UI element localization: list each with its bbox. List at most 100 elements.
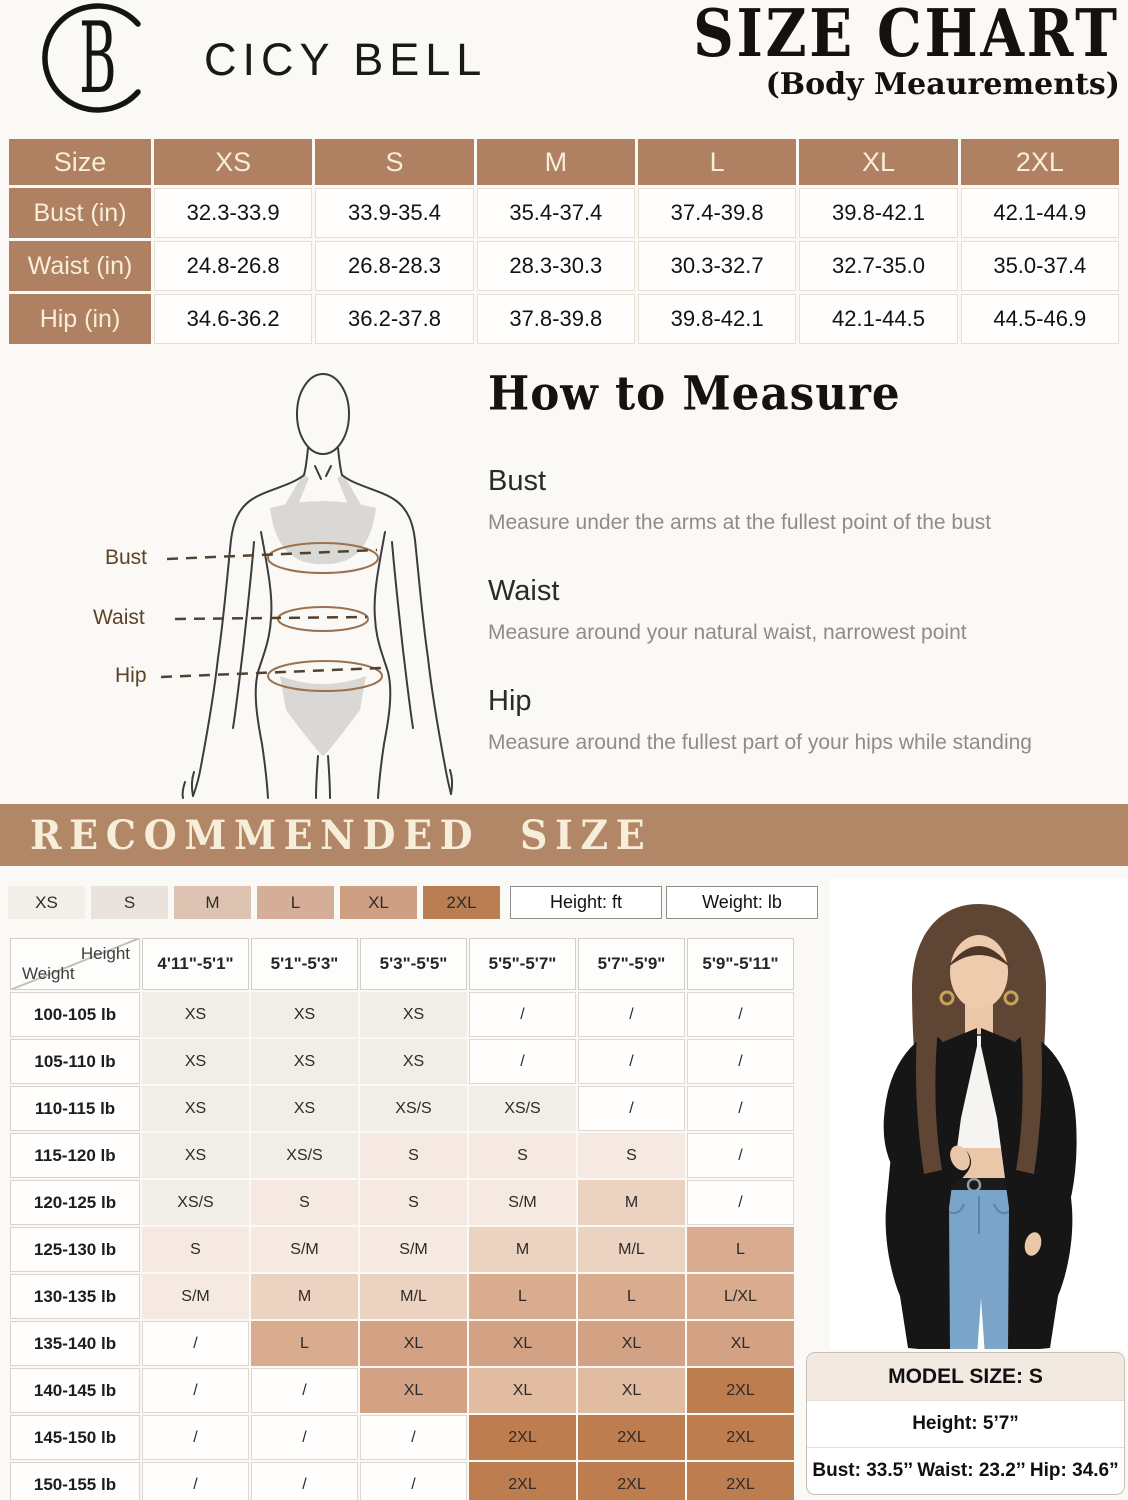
measure-instruction-text: Measure under the arms at the fullest po… (488, 511, 992, 534)
recommendation-cell: S (360, 1133, 467, 1178)
recommendation-cell: / (469, 992, 576, 1037)
recommendation-cell: S (360, 1180, 467, 1225)
measure-instruction-heading: Hip (488, 685, 532, 717)
recommendation-cell: M (251, 1274, 358, 1319)
recommendation-cell: / (687, 992, 794, 1037)
figure-label-bust: Bust (105, 546, 148, 569)
height-column-header: 5'1"-5'3" (251, 938, 358, 990)
measurement-row-label: Waist (in) (9, 241, 151, 291)
recommendation-cell: S (251, 1180, 358, 1225)
recommendation-cell: L (251, 1321, 358, 1366)
measurement-row: Bust (in) 32.3-33.9 33.9-35.4 35.4-37.4 37.4… (9, 188, 1119, 238)
blazer-right-sleeve (1013, 1035, 1077, 1255)
measure-instruction: Hip Measure around the fullest part of yo… (488, 685, 1124, 755)
recommendation-row: 120-125 lb XS/S S S S/M M / (10, 1180, 794, 1225)
weight-row-label: 145-150 lb (10, 1415, 140, 1460)
measurement-diagram: Bust Waist Hip (55, 362, 455, 800)
measure-instruction-heading: Waist (488, 575, 560, 607)
figure-label-hip: Hip (115, 664, 147, 687)
recommendation-cell: XL (578, 1368, 685, 1413)
legend-chip-xs: XS (8, 886, 85, 919)
legend-chip-l: L (257, 886, 334, 919)
measurement-value: 44.5-46.9 (960, 294, 1119, 344)
recommendation-cell: / (687, 1180, 794, 1225)
height-column-header: 5'9"-5'11" (687, 938, 794, 990)
recommendation-cell: / (578, 992, 685, 1037)
weight-row-label: 105-110 lb (10, 1039, 140, 1084)
recommendation-cell: XS (251, 1086, 358, 1131)
measure-instruction: Waist Measure around your natural waist, … (488, 575, 1124, 645)
svg-text:B: B (79, 3, 116, 114)
recommendation-cell: 2XL (687, 1462, 794, 1500)
measurement-value: 32.3-33.9 (154, 188, 313, 238)
model-measurements: Bust: 33.5’’ Waist: 23.2’’ Hip: 34.6” (807, 1447, 1124, 1494)
model-size-label: MODEL SIZE: S (807, 1353, 1124, 1400)
recommendation-cell: XS (142, 992, 249, 1037)
recommendation-cell: L (687, 1227, 794, 1272)
recommendation-row: 100-105 lb XS XS XS / / / (10, 992, 794, 1037)
recommendation-cell: XS (142, 1086, 249, 1131)
weight-row-label: 100-105 lb (10, 992, 140, 1037)
page-title: SIZE CHART (693, 0, 1120, 73)
recommended-size-banner-text: RECOMMENDED SIZE (30, 811, 653, 859)
height-unit-box: Height: ft (510, 886, 662, 919)
recommendation-cell: S (142, 1227, 249, 1272)
brief-shape (280, 676, 366, 756)
recommendation-cell: XS/S (142, 1180, 249, 1225)
recommendation-cell: / (142, 1368, 249, 1413)
how-to-measure-section: How to Measure Bust Measure under the arm… (488, 366, 1124, 795)
recommendation-cell: L (578, 1274, 685, 1319)
brand-name: CICY BELL (204, 34, 488, 85)
measurement-value: 42.1-44.9 (960, 188, 1119, 238)
corner-height-label: Height (80, 944, 130, 963)
recommendation-cell: / (469, 1039, 576, 1084)
recommendation-cell: / (687, 1039, 794, 1084)
page-header: SIZE CHART (Body Meaurements) (635, 0, 1120, 102)
measurement-row: Waist (in) 24.8-26.8 26.8-28.3 28.3-30.3 30.… (9, 241, 1119, 291)
recommendation-cell: M (578, 1180, 685, 1225)
recommendation-row: 140-145 lb / / XL XL XL 2XL (10, 1368, 794, 1413)
hand (950, 1145, 970, 1171)
page-subtitle: (Body Meaurements) (765, 67, 1120, 103)
fringe (947, 946, 1011, 968)
recommendation-cell: / (687, 1133, 794, 1178)
measurement-row-label: Bust (in) (9, 188, 151, 238)
bra-shape (270, 474, 376, 565)
measurement-value: 28.3-30.3 (476, 241, 635, 291)
measurement-ellipses (267, 542, 383, 692)
measurement-value: 42.1-44.5 (799, 294, 958, 344)
height-column-header: 5'7"-5'9" (578, 938, 685, 990)
recommendation-cell: XL (360, 1368, 467, 1413)
recommendation-cell: L (469, 1274, 576, 1319)
measurement-value: 33.9-35.4 (315, 188, 474, 238)
weight-row-label: 140-145 lb (10, 1368, 140, 1413)
size-column-header: XS (154, 139, 313, 185)
figure-label-waist: Waist (93, 606, 145, 629)
height-column-header: 4'11"-5'1" (142, 938, 249, 990)
measurement-value: 39.8-42.1 (637, 294, 797, 344)
recommendation-cell: / (251, 1368, 358, 1413)
model-info-card: MODEL SIZE: S Height: 5’7” Bust: 33.5’’ … (806, 1352, 1125, 1495)
matrix-corner-cell: Height Weight (10, 938, 140, 990)
weight-unit-box: Weight: lb (666, 886, 818, 919)
size-legend: XS S M L XL 2XL Height: ft Weight: lb (8, 886, 818, 919)
height-column-header: 5'5"-5'7" (469, 938, 576, 990)
body-outline-illustration (160, 373, 454, 799)
earring (1003, 990, 1019, 1006)
size-column-header: M (476, 139, 635, 185)
recommended-size-table: Height Weight 4'11"-5'1" 5'1"-5'3" 5'3"-5'5"… (8, 936, 796, 1500)
hand (1024, 1232, 1042, 1256)
recommendation-row: 110-115 lb XS XS XS/S XS/S / / (10, 1086, 794, 1131)
measure-instruction-text: Measure around your natural waist, narro… (488, 621, 967, 644)
weight-row-label: 115-120 lb (10, 1133, 140, 1178)
size-column-header: L (637, 139, 797, 185)
recommendation-cell: S/M (360, 1227, 467, 1272)
size-column-header: S (315, 139, 474, 185)
legend-chip-m: M (174, 886, 251, 919)
blazer-left-sleeve (883, 1035, 971, 1192)
measurement-row-label: Hip (in) (9, 294, 151, 344)
recommendation-cell: XL (469, 1321, 576, 1366)
hair-strand (916, 1018, 942, 1174)
recommendation-cell: S (578, 1133, 685, 1178)
